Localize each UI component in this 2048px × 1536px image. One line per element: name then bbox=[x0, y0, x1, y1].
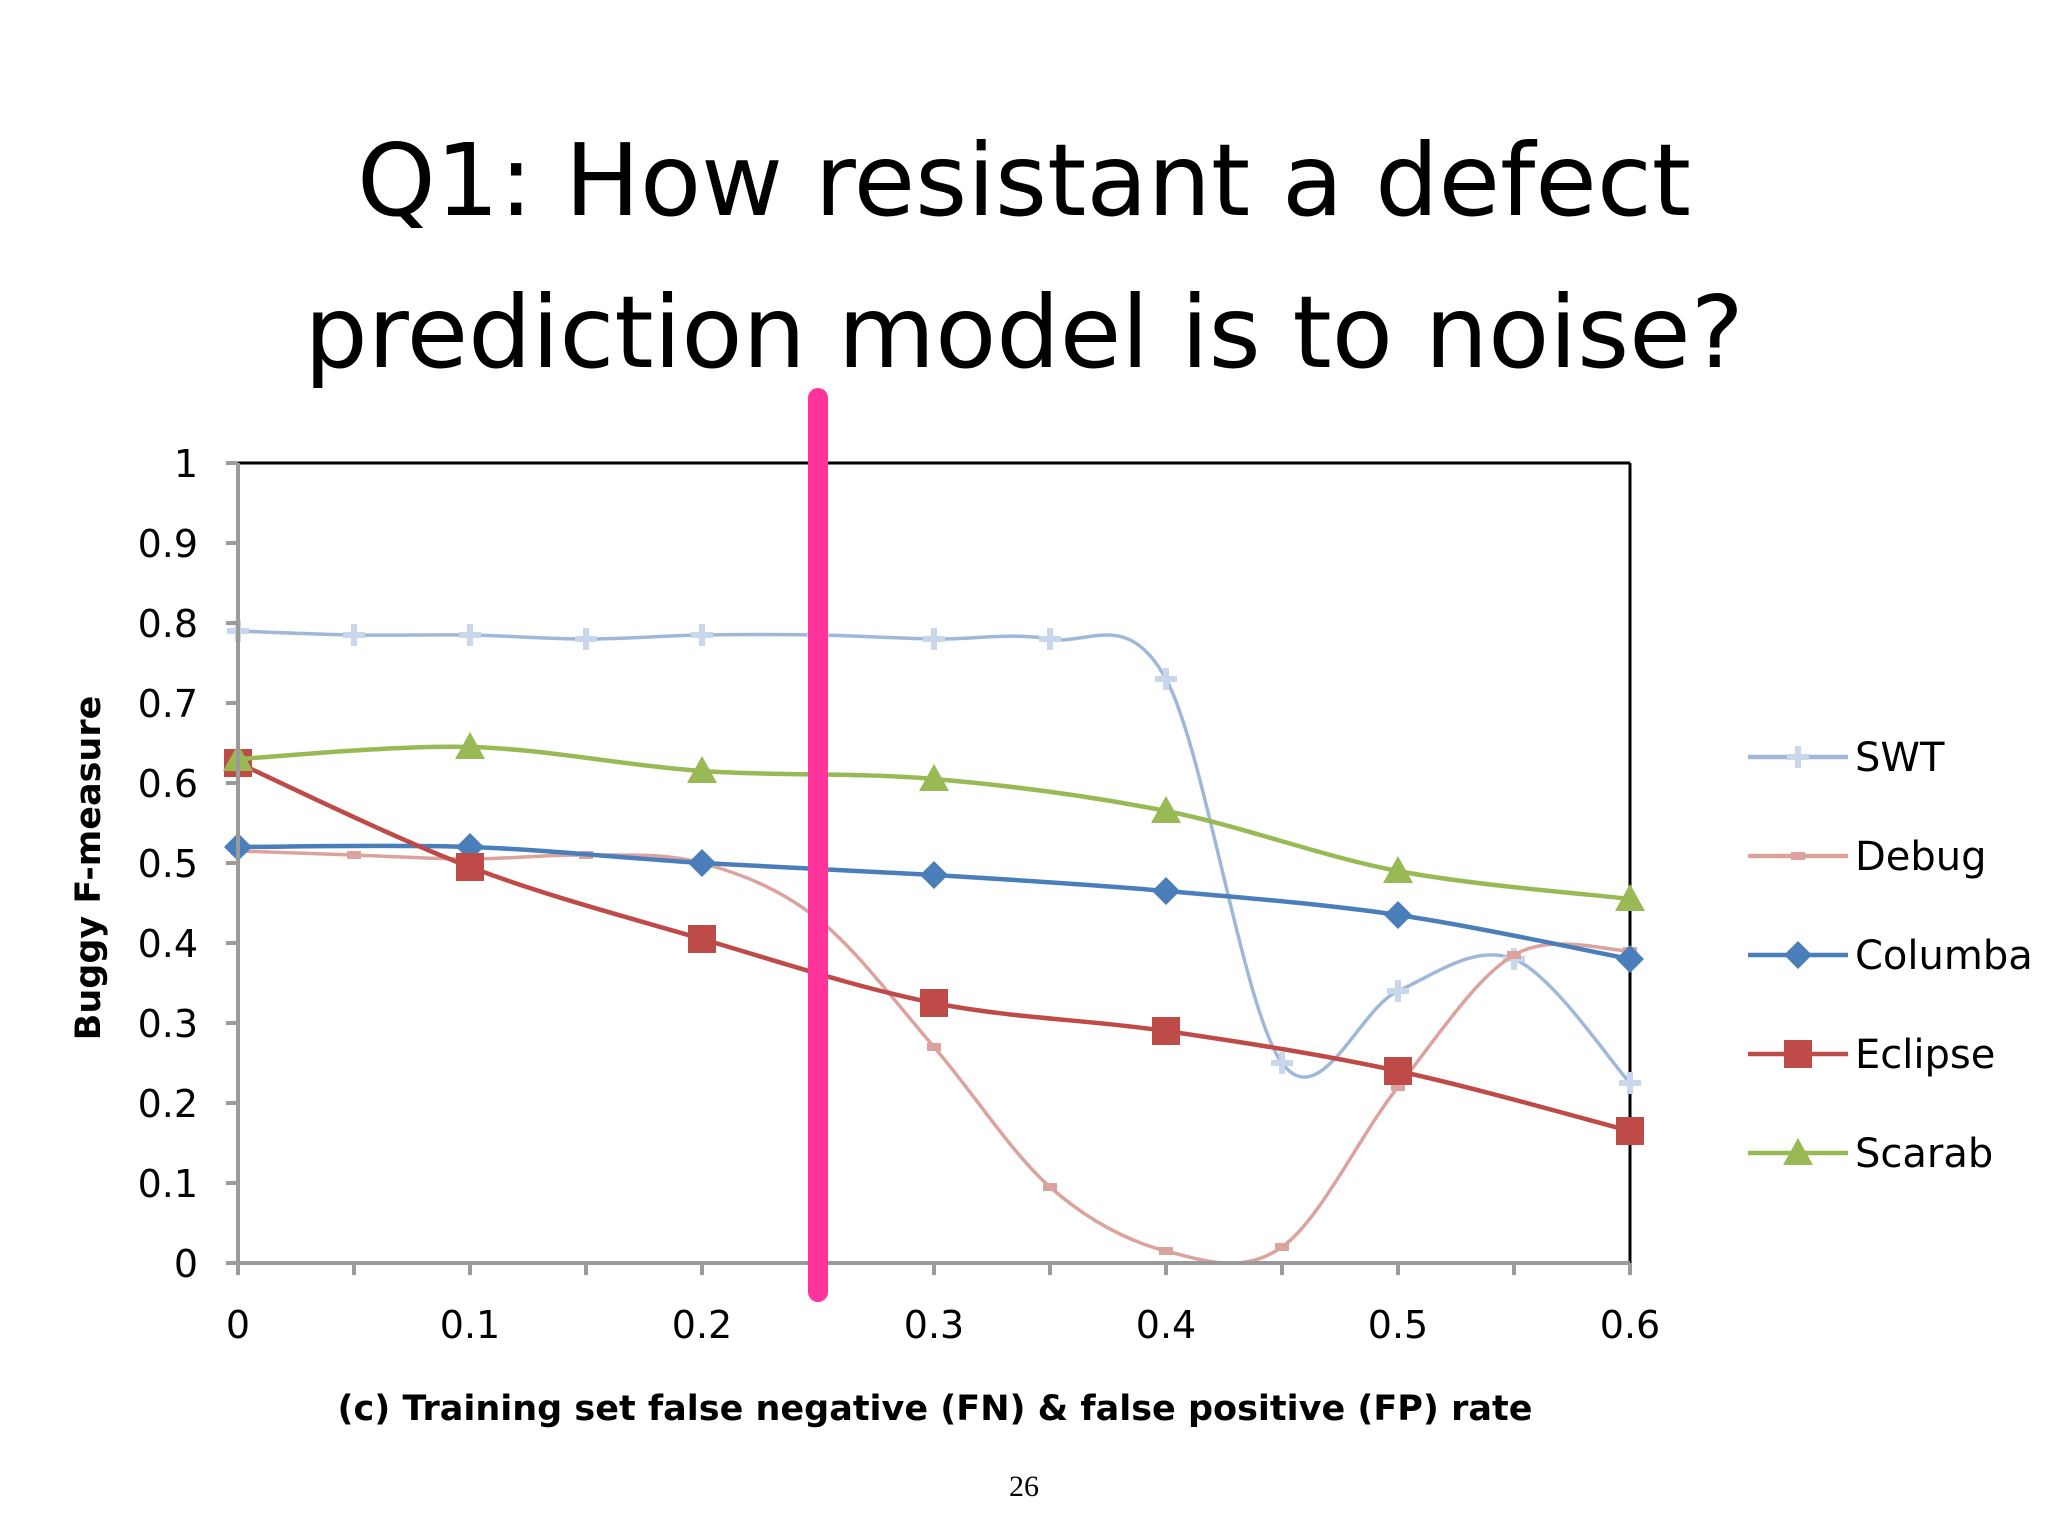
legend-item-eclipse: Eclipse bbox=[1748, 1032, 1995, 1078]
legend-label-swt: SWT bbox=[1855, 735, 1945, 781]
data-point-swt bbox=[1155, 668, 1177, 690]
legend-item-scarab: Scarab bbox=[1748, 1131, 1993, 1177]
data-point-swt bbox=[691, 624, 713, 646]
x-tick-label: 0.6 bbox=[1600, 1303, 1660, 1347]
y-tick-label: 0.2 bbox=[138, 1082, 198, 1126]
data-point-debug bbox=[1507, 951, 1521, 959]
page-number: 26 bbox=[1009, 1470, 1039, 1503]
data-point-columba bbox=[688, 849, 716, 877]
data-point-swt bbox=[1039, 628, 1061, 650]
data-point-columba bbox=[1616, 945, 1644, 973]
data-point-columba bbox=[1152, 877, 1180, 905]
x-tick-label: 0.2 bbox=[672, 1303, 732, 1347]
data-point-swt bbox=[343, 624, 365, 646]
y-tick-label: 0.6 bbox=[138, 762, 198, 806]
x-tick-label: 0.4 bbox=[1136, 1303, 1196, 1347]
y-tick-label: 0.4 bbox=[138, 922, 198, 966]
data-point-eclipse bbox=[1384, 1057, 1412, 1085]
x-tick-label: 0.1 bbox=[440, 1303, 500, 1347]
data-point-eclipse bbox=[1616, 1117, 1644, 1145]
legend-marker-swt bbox=[1787, 746, 1809, 768]
y-tick-label: 0.9 bbox=[138, 522, 198, 566]
legend-label-columba: Columba bbox=[1855, 933, 2033, 979]
series-line-debug bbox=[237, 849, 1631, 1265]
legend-item-columba: Columba bbox=[1748, 933, 2033, 979]
legend-item-debug: Debug bbox=[1748, 834, 1987, 880]
data-point-scarab bbox=[1151, 796, 1181, 823]
y-tick-label: 0.3 bbox=[138, 1002, 198, 1046]
series-line-eclipse bbox=[237, 760, 1631, 1134]
slide-title: Q1: How resistant a defect prediction mo… bbox=[0, 105, 2048, 409]
data-point-debug bbox=[927, 1043, 941, 1051]
legend-item-swt: SWT bbox=[1748, 735, 1945, 781]
data-point-debug bbox=[347, 851, 361, 859]
y-tick-label: 0.8 bbox=[138, 602, 198, 646]
data-point-scarab bbox=[455, 732, 485, 759]
data-point-eclipse bbox=[920, 989, 948, 1017]
y-axis-label: Buggy F-measure bbox=[69, 696, 109, 1041]
data-point-swt bbox=[1387, 980, 1409, 1002]
y-tick-label: 0.7 bbox=[138, 682, 198, 726]
y-tick-label: 1 bbox=[174, 442, 198, 486]
x-axis-label: (c) Training set false negative (FN) & f… bbox=[338, 1389, 1533, 1429]
data-point-swt bbox=[1619, 1072, 1641, 1094]
legend-marker-eclipse bbox=[1784, 1040, 1812, 1068]
y-tick-label: 0.1 bbox=[138, 1162, 198, 1206]
data-point-debug bbox=[1275, 1243, 1289, 1251]
data-point-swt bbox=[459, 624, 481, 646]
legend-marker-columba bbox=[1784, 941, 1812, 969]
data-point-scarab bbox=[1383, 856, 1413, 883]
series-swt bbox=[227, 620, 1641, 1094]
data-point-eclipse bbox=[688, 925, 716, 953]
series-debug bbox=[231, 847, 1637, 1265]
legend-label-debug: Debug bbox=[1855, 834, 1987, 880]
data-point-swt bbox=[1271, 1052, 1293, 1074]
data-point-columba bbox=[1384, 901, 1412, 929]
data-point-columba bbox=[920, 861, 948, 889]
data-point-debug bbox=[1043, 1183, 1057, 1191]
x-tick-label: 0.5 bbox=[1368, 1303, 1428, 1347]
legend-marker-debug bbox=[1791, 852, 1805, 860]
y-tick-label: 0 bbox=[174, 1242, 198, 1286]
data-point-eclipse bbox=[1152, 1017, 1180, 1045]
x-tick-label: 0 bbox=[226, 1303, 250, 1347]
series-scarab bbox=[223, 732, 1645, 911]
y-tick-label: 0.5 bbox=[138, 842, 198, 886]
legend-label-eclipse: Eclipse bbox=[1855, 1032, 1995, 1078]
data-point-debug bbox=[1391, 1083, 1405, 1091]
data-point-scarab bbox=[687, 756, 717, 783]
slide-title-line1: Q1: How resistant a defect bbox=[356, 122, 1692, 239]
x-tick-label: 0.3 bbox=[904, 1303, 964, 1347]
data-point-eclipse bbox=[456, 853, 484, 881]
data-point-debug bbox=[1159, 1247, 1173, 1255]
data-point-swt bbox=[923, 628, 945, 650]
legend-marker-scarab bbox=[1783, 1138, 1813, 1165]
slide-title-line2: prediction model is to noise? bbox=[304, 274, 1744, 391]
data-point-swt bbox=[575, 628, 597, 650]
series-eclipse bbox=[224, 749, 1644, 1145]
legend-label-scarab: Scarab bbox=[1855, 1131, 1993, 1177]
data-point-scarab bbox=[1615, 884, 1645, 911]
data-point-scarab bbox=[919, 764, 949, 791]
